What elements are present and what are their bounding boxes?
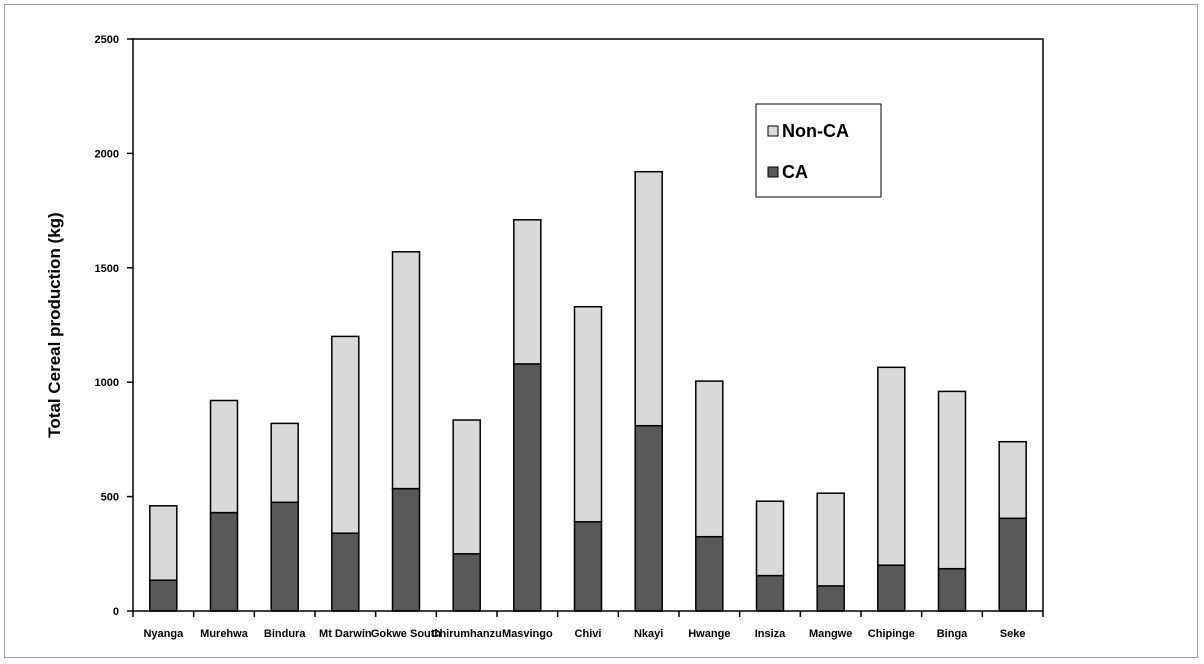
x-tick-label-5: Chirumhanzu	[432, 628, 502, 640]
y-tick-label-3: 1500	[95, 263, 119, 275]
bar-non-ca-12	[877, 366, 906, 566]
axes-layer	[132, 38, 1044, 612]
legend-label-non-ca: Non-CA	[782, 121, 849, 141]
bar-non-ca-4	[391, 251, 421, 490]
bar-ca-6	[513, 363, 542, 612]
y-tick-label-4: 2000	[95, 148, 119, 160]
x-ticks-layer: Nyanga Murehwa Bindura Mt Darwin Gokwe South…	[132, 611, 1044, 640]
bar-non-ca-13	[937, 390, 967, 570]
y-tick-label-0: 0	[113, 606, 119, 618]
bar-non-ca-8	[634, 170, 663, 427]
bar-ca-8	[634, 424, 663, 612]
bar-ca-7	[573, 521, 603, 612]
bar-ca-13	[937, 567, 967, 612]
bar-non-ca-2	[270, 422, 299, 504]
bar-non-ca-0	[149, 505, 178, 581]
y-axis-label: Total Cereal production (kg)	[45, 212, 64, 437]
bar-ca-11	[816, 585, 845, 612]
bar-ca-4	[391, 487, 421, 612]
plot-area-border	[132, 38, 1044, 612]
chart-frame	[4, 4, 1198, 658]
bar-non-ca-7	[573, 305, 603, 523]
legend-box	[755, 103, 882, 198]
x-tick-label-3: Mt Darwin	[319, 628, 372, 640]
bar-ca-14	[998, 517, 1027, 612]
bar-ca-10	[755, 574, 785, 612]
x-tick-label-10: Insiza	[755, 628, 786, 640]
legend-swatch-ca	[767, 166, 779, 178]
bar-ca-0	[149, 579, 178, 612]
x-tick-label-7: Chivi	[575, 628, 602, 640]
bar-ca-2	[270, 501, 299, 612]
x-tick-label-8: Nkayi	[634, 628, 663, 640]
x-tick-label-14: Seke	[1000, 628, 1026, 640]
bar-non-ca-14	[998, 440, 1027, 520]
x-tick-label-6: Masvingo	[502, 628, 553, 640]
legend-swatch-non-ca	[767, 125, 779, 137]
bar-ca-5	[452, 553, 481, 612]
bar-non-ca-9	[695, 380, 724, 538]
y-tick-label-2: 1000	[95, 377, 119, 389]
x-tick-label-13: Binga	[937, 628, 968, 640]
bar-non-ca-6	[513, 219, 542, 365]
x-tick-label-0: Nyanga	[143, 628, 184, 640]
bar-ca-3	[331, 532, 360, 612]
x-tick-label-1: Murehwa	[200, 628, 249, 640]
x-tick-label-4: Gokwe South	[371, 628, 442, 640]
bar-non-ca-11	[816, 492, 845, 587]
x-tick-label-12: Chipinge	[868, 628, 915, 640]
y-ticks-layer: 0 500 1000 1500 2000 2500	[95, 34, 133, 618]
bar-non-ca-5	[452, 419, 481, 555]
bar-ca-1	[209, 511, 239, 612]
bar-ca-12	[877, 564, 906, 612]
x-tick-label-11: Mangwe	[809, 628, 852, 640]
y-tick-label-5: 2500	[95, 34, 119, 46]
bar-non-ca-1	[209, 399, 239, 514]
y-tick-label-1: 500	[101, 492, 119, 504]
bar-ca-9	[695, 535, 724, 612]
x-tick-label-2: Bindura	[264, 628, 306, 640]
bars-layer	[149, 170, 1027, 612]
legend-label-ca: CA	[782, 162, 808, 182]
bar-non-ca-10	[755, 500, 785, 577]
legend: Non-CA CA	[755, 103, 882, 198]
bar-non-ca-3	[331, 335, 360, 534]
x-tick-label-9: Hwange	[688, 628, 730, 640]
